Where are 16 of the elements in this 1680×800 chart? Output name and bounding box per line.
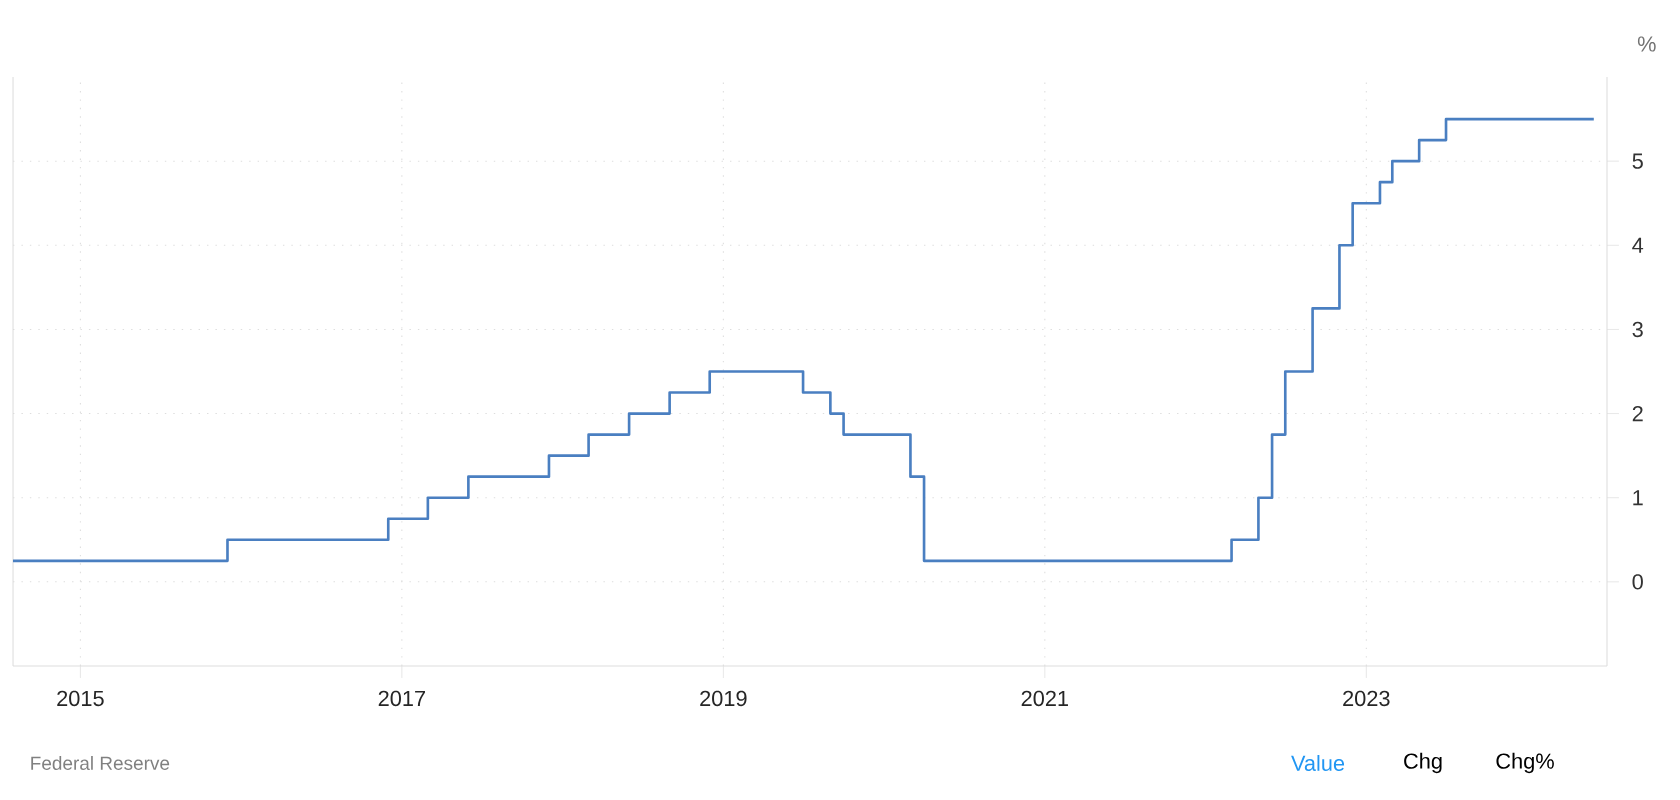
x-tick-label: 2021: [1021, 690, 1068, 707]
text: Federal Reserve: [31, 756, 170, 770]
y-tick-label: 3: [1632, 321, 1643, 338]
y-tick-label: 4: [1632, 237, 1644, 253]
y-tick-label: 2: [1632, 405, 1643, 422]
y-tick-label: 5: [1632, 153, 1643, 169]
text: Value: [1291, 755, 1345, 771]
text: Chg%: [1496, 752, 1554, 774]
x-tick-label: 2017: [378, 690, 425, 707]
y-axis-title: %: [1637, 36, 1656, 52]
text: Chg: [1404, 752, 1442, 774]
y-tick-label: 0: [1632, 574, 1643, 590]
x-tick-label: 2023: [1343, 690, 1390, 707]
x-tick-label: 2019: [700, 690, 747, 707]
x-tick-label: 2015: [57, 690, 104, 707]
y-tick-label: 1: [1633, 490, 1643, 506]
